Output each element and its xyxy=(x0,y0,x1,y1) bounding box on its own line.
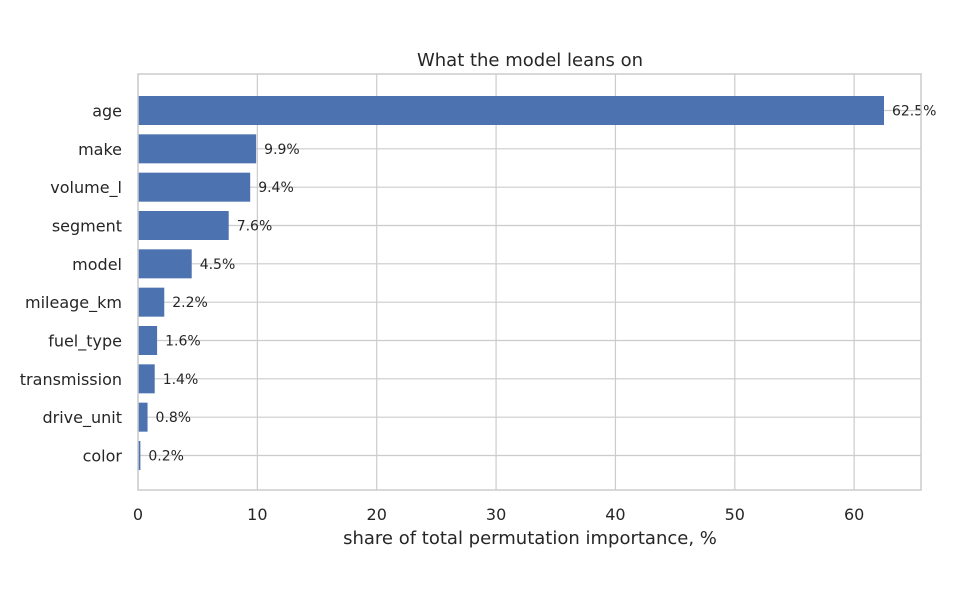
category-label-fuel_type: fuel_type xyxy=(48,332,122,352)
category-label-segment: segment xyxy=(52,217,122,236)
bar-make xyxy=(138,134,257,164)
bar-transmission xyxy=(138,364,155,394)
bars xyxy=(138,96,884,470)
category-label-drive_unit: drive_unit xyxy=(43,408,123,428)
bar-volume_l xyxy=(138,172,251,202)
data-label-make: 9.9% xyxy=(264,142,300,158)
category-label-model: model xyxy=(72,255,122,274)
data-label-drive_unit: 0.8% xyxy=(156,410,192,426)
category-label-transmission: transmission xyxy=(20,370,122,389)
x-tick-label: 10 xyxy=(247,505,267,524)
category-label-mileage_km: mileage_km xyxy=(25,293,122,313)
category-label-make: make xyxy=(78,140,122,159)
x-tick-label: 30 xyxy=(486,505,506,524)
data-label-color: 0.2% xyxy=(148,449,184,465)
category-label-age: age xyxy=(92,102,122,121)
gridlines xyxy=(137,74,921,490)
category-label-color: color xyxy=(83,447,123,466)
bar-fuel_type xyxy=(138,326,158,355)
data-label-fuel_type: 1.6% xyxy=(165,334,201,350)
data-label-mileage_km: 2.2% xyxy=(172,295,208,311)
x-tick-label: 20 xyxy=(367,505,387,524)
bar-model xyxy=(138,249,192,279)
data-labels: 62.5% 9.9% 9.4% 7.6% 4.5% 2.2% 1.6% 1.4% 0.8% 0.2… xyxy=(148,104,936,465)
data-label-age: 62.5% xyxy=(892,104,936,120)
x-tick-label: 60 xyxy=(844,505,864,524)
bar-age xyxy=(138,96,884,125)
bar-segment xyxy=(138,211,229,240)
category-label-volume_l: volume_l xyxy=(50,178,122,198)
bar-drive_unit xyxy=(138,402,148,432)
x-tick-labels: 0 10 20 30 40 50 60 xyxy=(133,505,864,524)
x-axis-label: share of total permutation importance, % xyxy=(343,528,717,549)
data-label-volume_l: 9.4% xyxy=(258,180,294,196)
data-label-transmission: 1.4% xyxy=(163,372,199,388)
data-label-model: 4.5% xyxy=(200,257,236,273)
chart-title: What the model leans on xyxy=(417,50,643,71)
plot-frame xyxy=(137,73,922,491)
x-tick-label: 0 xyxy=(133,505,143,524)
bar-color xyxy=(138,441,141,470)
x-tick-label: 40 xyxy=(605,505,625,524)
x-tick-label: 50 xyxy=(725,505,745,524)
data-label-segment: 7.6% xyxy=(237,219,273,235)
bar-mileage_km xyxy=(138,287,165,317)
